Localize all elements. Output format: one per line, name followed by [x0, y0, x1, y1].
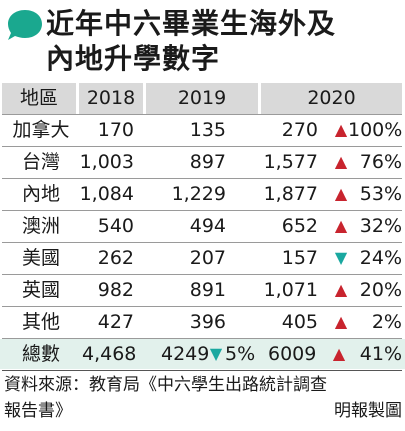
credit: 明報製圖	[334, 401, 402, 421]
up-arrow-icon: ▲	[334, 184, 348, 203]
value-2018-cell: 1,084	[79, 183, 134, 205]
table-header: 地區 2018 2019 2020	[0, 83, 405, 114]
change-percent-cell: 24%	[359, 247, 402, 269]
row-divider	[2, 274, 402, 275]
row-divider	[2, 114, 402, 115]
total-row: 總數 4,468 4249 ▼ 5% 6009 ▲ 41%	[0, 339, 405, 369]
header-2018: 2018	[79, 83, 143, 114]
header-2020: 2020	[261, 83, 402, 114]
value-2019-cell: 135	[189, 119, 226, 141]
region-cell: 內地	[21, 183, 60, 205]
value-2019-cell: 1,229	[171, 183, 226, 205]
value-2018-cell: 427	[97, 311, 134, 333]
source-note: 資料來源：教育局《中六學生出路統計調查 報告書》 明報製圖	[4, 372, 402, 424]
total-2019-change: 5%	[225, 343, 256, 365]
value-2018-cell: 982	[97, 279, 134, 301]
value-2020-cell: 652	[281, 215, 318, 237]
table-row: 美國 262 207 157 ▼ 24%	[0, 243, 405, 273]
source-line-1: 資料來源：教育局《中六學生出路統計調查	[4, 375, 327, 395]
title-line-1: 近年中六畢業生海外及	[46, 7, 337, 40]
value-2019-cell: 891	[189, 279, 226, 301]
value-2020-cell: 1,577	[263, 151, 318, 173]
value-2018-cell: 540	[97, 215, 134, 237]
title-block: 近年中六畢業生海外及 內地升學數字	[6, 4, 402, 76]
change-percent-cell: 20%	[359, 279, 402, 301]
total-2020: 6009	[268, 343, 317, 365]
source-line-2: 報告書》 明報製圖	[4, 398, 402, 424]
value-2019-cell: 897	[189, 151, 226, 173]
up-arrow-icon: ▲	[334, 120, 348, 139]
value-2018-cell: 1,003	[79, 151, 134, 173]
value-2020-cell: 1,071	[263, 279, 318, 301]
table-row: 內地 1,084 1,229 1,877 ▲ 53%	[0, 179, 405, 209]
up-arrow-icon: ▲	[334, 216, 348, 235]
table-row: 加拿大 170 135 270 ▲ 100%	[0, 115, 405, 145]
value-2020-cell: 270	[281, 119, 318, 141]
up-arrow-icon: ▲	[334, 152, 348, 171]
title-line-2: 內地升學數字	[46, 42, 221, 75]
change-percent-cell: 76%	[359, 151, 402, 173]
chart-title: 近年中六畢業生海外及 內地升學數字	[46, 6, 336, 76]
up-arrow-icon: ▲	[334, 280, 348, 299]
header-region: 地區	[2, 83, 76, 114]
row-divider	[2, 338, 402, 339]
change-percent-cell: 32%	[359, 215, 402, 237]
change-percent-cell: 2%	[371, 311, 402, 333]
region-cell: 美國	[21, 247, 60, 269]
header-2019: 2019	[146, 83, 258, 114]
total-2019-down-arrow-icon: ▼	[209, 344, 223, 363]
source-line-2-text: 報告書》	[4, 401, 72, 421]
total-2020-up-arrow-icon: ▲	[332, 344, 346, 363]
total-2020-change: 41%	[359, 343, 402, 365]
table-row: 其他 427 396 405 ▲ 2%	[0, 307, 405, 337]
value-2020-cell: 405	[281, 311, 318, 333]
value-2018-cell: 262	[97, 247, 134, 269]
row-divider	[2, 306, 402, 307]
value-2020-cell: 1,877	[263, 183, 318, 205]
row-divider	[2, 210, 402, 211]
row-divider	[2, 242, 402, 243]
change-percent-cell: 100%	[348, 119, 403, 141]
value-2018-cell: 170	[97, 119, 134, 141]
value-2019-cell: 494	[189, 215, 226, 237]
region-cell: 英國	[21, 279, 60, 301]
speech-bubble-icon	[8, 10, 42, 40]
total-label: 總數	[21, 343, 60, 365]
table-row: 英國 982 891 1,071 ▲ 20%	[0, 275, 405, 305]
table-bottom-rule	[2, 370, 402, 371]
row-divider	[2, 146, 402, 147]
table-row: 台灣 1,003 897 1,577 ▲ 76%	[0, 147, 405, 177]
row-divider	[2, 178, 402, 179]
region-cell: 加拿大	[12, 119, 70, 141]
total-2019: 4249	[161, 343, 210, 365]
total-2018: 4,468	[82, 343, 137, 365]
region-cell: 台灣	[21, 151, 60, 173]
region-cell: 其他	[21, 311, 60, 333]
table-row: 澳洲 540 494 652 ▲ 32%	[0, 211, 405, 241]
down-arrow-icon: ▼	[334, 248, 348, 267]
up-arrow-icon: ▲	[334, 312, 348, 331]
region-cell: 澳洲	[21, 215, 60, 237]
value-2019-cell: 207	[189, 247, 226, 269]
change-percent-cell: 53%	[359, 183, 402, 205]
value-2019-cell: 396	[189, 311, 226, 333]
value-2020-cell: 157	[281, 247, 318, 269]
